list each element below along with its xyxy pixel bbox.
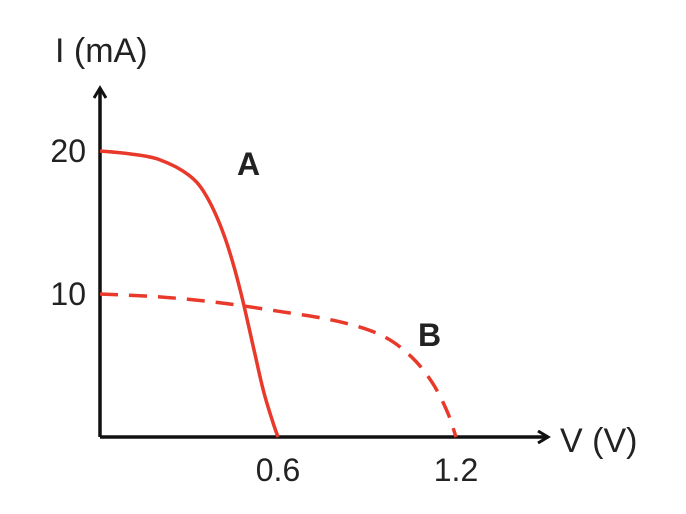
- y-tick-label: 20: [50, 133, 86, 169]
- y-tick-label: 10: [50, 276, 86, 312]
- y-axis-label: I (mA): [55, 32, 148, 70]
- axes: [100, 88, 548, 437]
- series-label-a: A: [237, 146, 260, 182]
- tick-labels: 0.6 1.2 10 20: [50, 133, 478, 488]
- x-axis-label: V (V): [560, 422, 637, 460]
- x-tick-label: 1.2: [434, 452, 478, 488]
- series-line-b: [99, 292, 458, 438]
- series-label-b: B: [418, 317, 441, 353]
- x-tick-label: 0.6: [256, 452, 300, 488]
- series-line-a: [99, 149, 280, 438]
- series-layer: AB: [99, 146, 458, 438]
